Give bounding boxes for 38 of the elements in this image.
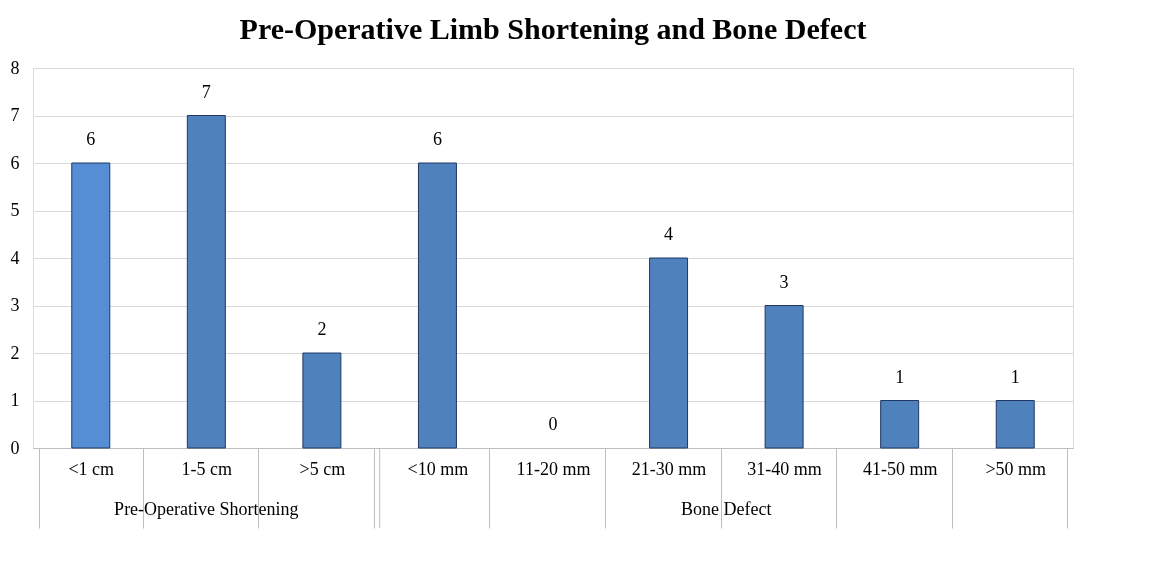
data-label: 6	[86, 129, 96, 149]
x-tick-label: >50 mm	[985, 458, 1047, 479]
data-label: 4	[664, 224, 674, 244]
data-label: 7	[201, 81, 211, 102]
x-tick-label: 21-30 mm	[631, 458, 707, 479]
y-tick-label: 8	[10, 57, 20, 78]
bar	[302, 352, 342, 449]
chart-title: Pre-Operative Limb Shortening and Bone Defect	[239, 12, 867, 45]
y-tick-label: 0	[10, 437, 20, 458]
x-tick-label: <10 mm	[407, 458, 469, 479]
bar	[995, 400, 1035, 449]
bar	[186, 115, 226, 449]
y-tick-label: 5	[10, 200, 20, 220]
bar	[71, 162, 111, 449]
y-tick-label: 1	[10, 390, 20, 410]
bar	[764, 305, 804, 449]
y-tick-label: 4	[10, 247, 20, 268]
x-tick-label: 31-40 mm	[747, 458, 822, 479]
bar	[880, 400, 920, 449]
data-label: 6	[432, 129, 442, 149]
data-label: 2	[317, 319, 327, 339]
data-label: 1	[895, 366, 905, 387]
y-tick-label: 2	[10, 342, 20, 363]
y-tick-label: 3	[10, 295, 20, 315]
data-label: 1	[1010, 366, 1020, 387]
x-tick-label: 41-50 mm	[862, 458, 938, 479]
data-label: 0	[548, 414, 558, 434]
text: Pre-Operative Shortening	[114, 499, 299, 519]
x-tick-label: 1-5 cm	[181, 458, 233, 479]
data-label: 3	[779, 271, 789, 292]
y-tick-label: 7	[10, 105, 20, 125]
x-tick-label: <1 cm	[68, 458, 115, 479]
x-tick-label: >5 cm	[299, 458, 346, 479]
bar	[417, 162, 457, 449]
text: Bone Defect	[681, 499, 772, 519]
bar	[649, 257, 689, 449]
y-tick-label: 6	[10, 152, 20, 173]
x-tick-label: 11-20 mm	[516, 458, 591, 479]
